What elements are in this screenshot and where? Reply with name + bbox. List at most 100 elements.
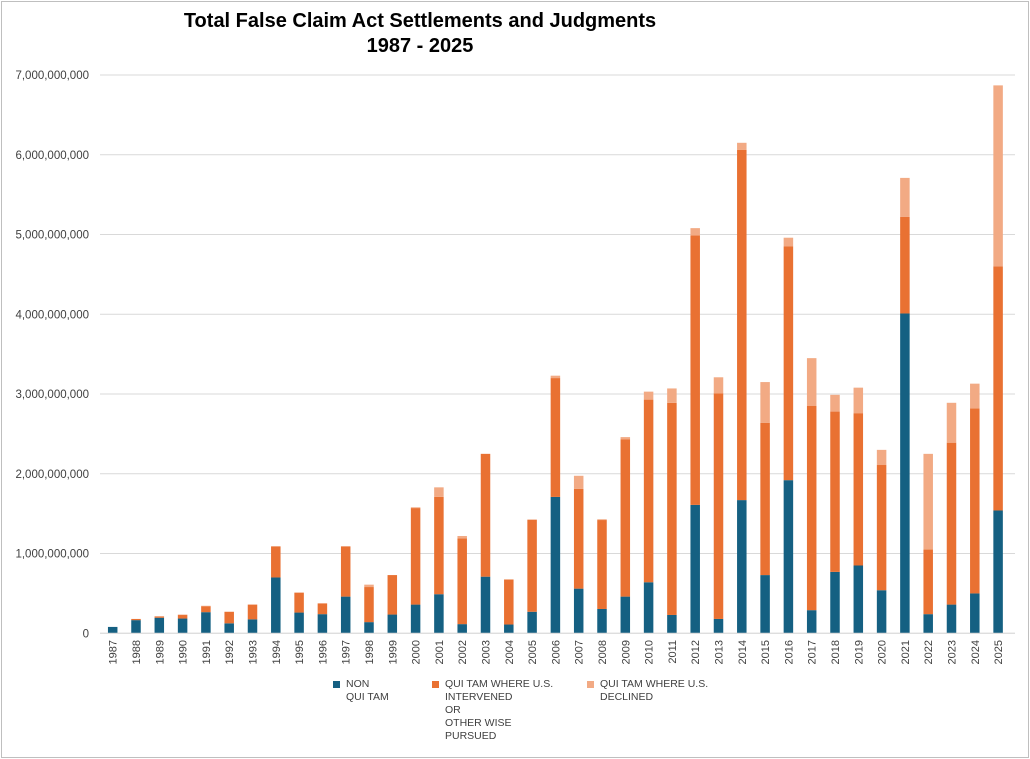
legend-item-intervened: QUI TAM WHERE U.S. INTERVENED OR OTHER W… — [432, 678, 553, 743]
bar-segment-declined-2002 — [457, 535, 467, 539]
x-tick-label: 1990 — [178, 640, 190, 664]
bar-segment-non-qui-tam-1990 — [177, 618, 188, 634]
bar-segment-declined-2004 — [504, 579, 514, 580]
bar-segment-intervened-1992 — [224, 611, 234, 624]
bar-segment-non-qui-tam-1997 — [340, 596, 351, 634]
bar-segment-intervened-2005 — [527, 519, 537, 612]
legend-label: NON QUI TAM — [346, 678, 389, 703]
bar-segment-non-qui-tam-2017 — [806, 610, 817, 634]
x-tick-label: 2000 — [411, 640, 423, 664]
legend-label: QUI TAM WHERE U.S. INTERVENED OR OTHER W… — [445, 678, 554, 742]
x-tick-label: 2021 — [900, 640, 912, 664]
bar-segment-intervened-2011 — [667, 402, 677, 615]
bar-segment-declined-2009 — [620, 437, 631, 440]
bar-segment-declined-2011 — [667, 388, 677, 403]
bar-segment-declined-2007 — [573, 475, 584, 489]
x-tick-label: 2004 — [504, 640, 516, 664]
x-tick-label: 2016 — [783, 640, 795, 664]
bar-segment-intervened-2010 — [643, 399, 654, 583]
y-tick-label: 4,000,000,000 — [15, 309, 89, 321]
bar-segment-non-qui-tam-2016 — [783, 480, 794, 634]
x-tick-label: 2008 — [597, 640, 609, 664]
x-tick-label: 2009 — [620, 640, 632, 664]
legend-swatch — [587, 681, 594, 688]
bar-segment-declined-2010 — [643, 391, 654, 400]
bar-segment-intervened-1990 — [177, 614, 188, 619]
bar-segment-intervened-2022 — [923, 549, 933, 615]
x-tick-label: 2003 — [481, 640, 493, 664]
x-tick-label: 2006 — [550, 640, 562, 664]
bar-segment-non-qui-tam-2012 — [690, 504, 700, 634]
x-tick-label: 2023 — [947, 640, 959, 664]
x-tick-label: 2012 — [690, 640, 702, 664]
bar-segment-intervened-2021 — [900, 216, 910, 314]
bar-segment-non-qui-tam-1998 — [364, 622, 374, 634]
bar-segment-intervened-1991 — [201, 606, 211, 613]
bar-segment-non-qui-tam-1991 — [201, 612, 211, 634]
bar-segment-non-qui-tam-1999 — [387, 614, 398, 634]
bar-segment-non-qui-tam-2015 — [760, 575, 770, 634]
bar-segment-declined-2019 — [853, 387, 864, 414]
bar-segment-intervened-1999 — [387, 575, 398, 615]
bar-segment-non-qui-tam-1988 — [131, 620, 141, 634]
bar-segment-intervened-2014 — [737, 149, 747, 501]
bar-segment-non-qui-tam-2023 — [946, 604, 957, 634]
bar-segment-non-qui-tam-2022 — [923, 614, 933, 634]
y-tick-label: 6,000,000,000 — [15, 150, 89, 162]
bar-segment-declined-2023 — [946, 402, 957, 443]
x-tick-label: 1991 — [201, 640, 213, 664]
bar-segment-declined-2008 — [597, 519, 607, 521]
bar-segment-intervened-1993 — [247, 604, 258, 620]
bar-segment-non-qui-tam-2007 — [573, 588, 584, 634]
bar-segment-intervened-2003 — [480, 453, 491, 577]
bar-segment-non-qui-tam-1987 — [107, 626, 118, 634]
bar-segment-declined-2013 — [713, 377, 724, 394]
bar-segment-declined-2006 — [550, 375, 561, 379]
x-tick-label: 1994 — [271, 640, 283, 664]
x-tick-label: 2011 — [667, 640, 679, 664]
legend-item-declined: QUI TAM WHERE U.S. DECLINED — [587, 678, 708, 704]
bar-segment-intervened-2015 — [760, 422, 770, 576]
bar-segment-intervened-2012 — [690, 235, 700, 505]
bar-segment-non-qui-tam-2024 — [970, 593, 980, 634]
x-tick-label: 2024 — [970, 640, 982, 664]
bar-segment-declined-2025 — [993, 85, 1003, 267]
bar-segment-non-qui-tam-2014 — [737, 500, 747, 634]
bar-segment-intervened-2002 — [457, 538, 467, 625]
chart-title: Total False Claim Act Settlements and Ju… — [183, 10, 657, 32]
chart-subtitle: 1987 - 2025 — [366, 35, 474, 57]
bar-segment-intervened-1995 — [294, 592, 304, 613]
bar-segment-declined-2021 — [900, 177, 910, 217]
bar-segment-intervened-1997 — [340, 546, 351, 597]
bar-segment-non-qui-tam-2013 — [713, 618, 724, 634]
x-tick-label: 1988 — [131, 640, 143, 664]
x-tick-label: 2013 — [714, 640, 726, 664]
x-tick-label: 2022 — [923, 640, 935, 664]
y-tick-label: 7,000,000,000 — [15, 70, 89, 82]
bar-segment-non-qui-tam-2011 — [667, 614, 677, 634]
x-tick-label: 1987 — [108, 640, 120, 664]
bar-segment-non-qui-tam-2019 — [853, 565, 864, 634]
x-tick-label: 2025 — [993, 640, 1005, 664]
bar-segment-declined-2016 — [783, 237, 794, 247]
bar-segment-non-qui-tam-1996 — [317, 614, 328, 634]
bar-segment-declined-1991 — [201, 605, 211, 607]
bar-segment-declined-1998 — [364, 584, 374, 588]
bar-segment-declined-2012 — [690, 228, 700, 236]
bar-segment-non-qui-tam-2018 — [830, 571, 840, 634]
bar-segment-intervened-2024 — [970, 408, 980, 594]
bar-segment-intervened-1988 — [131, 618, 141, 621]
bar-segment-intervened-2008 — [597, 520, 607, 609]
bar-segment-declined-2018 — [830, 394, 840, 412]
bar-segment-intervened-2006 — [550, 378, 561, 497]
x-tick-label: 2007 — [574, 640, 586, 664]
bar-segment-intervened-1994 — [271, 546, 281, 578]
bar-segment-declined-2014 — [737, 142, 747, 150]
x-tick-label: 1995 — [294, 640, 306, 664]
x-tick-label: 2015 — [760, 640, 772, 664]
x-tick-label: 2019 — [853, 640, 865, 664]
legend-swatch — [333, 681, 340, 688]
x-tick-label: 1996 — [317, 640, 329, 664]
bar-segment-non-qui-tam-2004 — [504, 624, 514, 634]
